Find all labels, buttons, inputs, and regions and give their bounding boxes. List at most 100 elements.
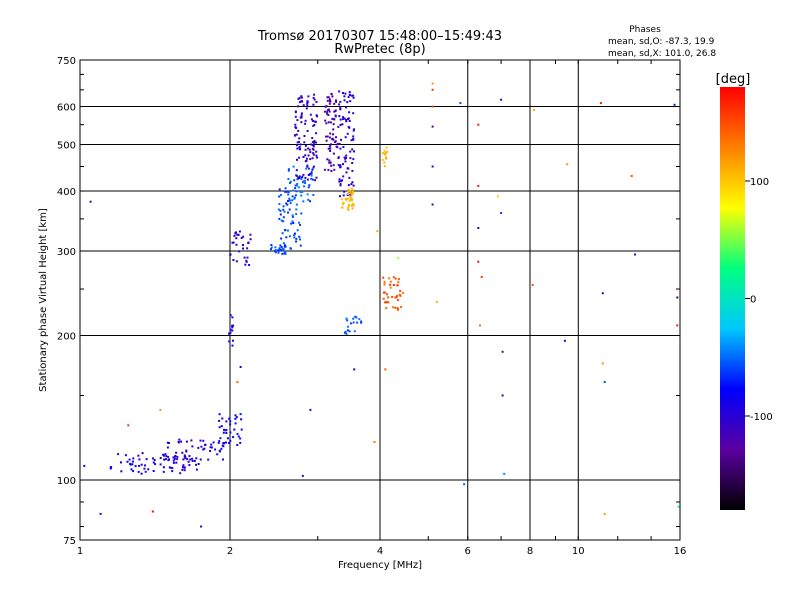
- data-point: [301, 181, 304, 184]
- data-point: [342, 194, 345, 197]
- data-point: [120, 470, 123, 473]
- data-point: [141, 452, 144, 455]
- data-point: [303, 135, 306, 137]
- data-point: [335, 136, 337, 139]
- data-point: [304, 144, 307, 147]
- data-point: [351, 198, 354, 201]
- data-point: [279, 213, 282, 216]
- data-point: [339, 166, 342, 169]
- data-point: [383, 283, 386, 286]
- data-point: [335, 99, 337, 102]
- data-point: [324, 119, 327, 122]
- data-point: [228, 332, 230, 335]
- data-point: [199, 439, 202, 442]
- data-point: [304, 119, 307, 122]
- data-point: [306, 178, 309, 181]
- data-point: [298, 101, 301, 104]
- data-point: [183, 454, 186, 457]
- data-point: [303, 179, 306, 182]
- data-point: [329, 161, 332, 164]
- data-point: [312, 103, 315, 106]
- data-point: [306, 130, 309, 132]
- data-point: [222, 445, 225, 448]
- data-point: [240, 418, 243, 421]
- data-point: [338, 142, 341, 145]
- data-point: [348, 190, 351, 193]
- data-point: [247, 242, 250, 244]
- data-point: [300, 95, 303, 98]
- data-point: [229, 253, 232, 256]
- data-point: [398, 293, 401, 296]
- data-point: [284, 244, 286, 247]
- data-point: [216, 453, 219, 456]
- data-point: [305, 167, 308, 170]
- data-point: [347, 125, 350, 128]
- data-point: [360, 321, 363, 324]
- data-point: [383, 161, 386, 164]
- data-point: [282, 208, 285, 211]
- data-point: [309, 151, 312, 154]
- data-point: [313, 140, 316, 142]
- data-point: [295, 237, 298, 240]
- data-point: [310, 174, 313, 177]
- data-point: [270, 248, 272, 251]
- data-point: [197, 463, 200, 465]
- data-point: [345, 118, 348, 121]
- data-point: [329, 147, 332, 150]
- data-point: [343, 331, 346, 334]
- data-point: [315, 141, 317, 144]
- data-point: [338, 90, 341, 93]
- data-point: [145, 458, 148, 461]
- data-point: [229, 314, 232, 317]
- data-point: [347, 167, 350, 170]
- data-point: [284, 250, 287, 253]
- data-point: [174, 454, 177, 457]
- x-tick-label: 4: [377, 546, 383, 557]
- data-point: [229, 420, 232, 423]
- data-point: [477, 260, 480, 263]
- colorbar-tick-label: 0: [750, 295, 756, 306]
- data-point: [212, 441, 215, 444]
- data-point: [235, 237, 238, 240]
- data-point: [218, 426, 221, 429]
- data-point: [348, 204, 350, 207]
- data-point: [348, 199, 351, 202]
- data-point: [373, 441, 376, 443]
- data-point: [325, 139, 328, 142]
- chart-title-line2: RwPretec (8p): [334, 42, 425, 57]
- data-point: [120, 461, 122, 464]
- data-point: [347, 96, 350, 99]
- data-point: [343, 156, 346, 159]
- data-point: [295, 174, 298, 177]
- data-point: [231, 344, 234, 347]
- data-point: [477, 123, 480, 126]
- data-point: [341, 203, 344, 206]
- data-point: [243, 256, 246, 259]
- data-point: [110, 466, 113, 468]
- data-point: [339, 118, 342, 121]
- data-point: [347, 206, 349, 209]
- data-point: [301, 190, 304, 193]
- data-point: [295, 190, 298, 193]
- data-point: [296, 182, 299, 185]
- data-point: [338, 180, 341, 183]
- data-point: [309, 200, 311, 203]
- x-tick-label: 16: [674, 546, 687, 557]
- data-point: [312, 125, 315, 127]
- data-point: [334, 140, 337, 143]
- data-point: [235, 243, 238, 246]
- data-point: [337, 164, 340, 167]
- data-point: [328, 102, 331, 105]
- data-point: [344, 136, 347, 139]
- data-point: [352, 321, 355, 324]
- data-point: [603, 512, 606, 515]
- data-point: [335, 145, 338, 148]
- data-point: [235, 260, 238, 263]
- data-point: [176, 455, 179, 458]
- data-point: [431, 82, 434, 85]
- data-point: [140, 472, 143, 475]
- data-point: [342, 92, 344, 94]
- data-point: [311, 157, 314, 160]
- data-point: [310, 170, 313, 173]
- data-point: [383, 149, 386, 152]
